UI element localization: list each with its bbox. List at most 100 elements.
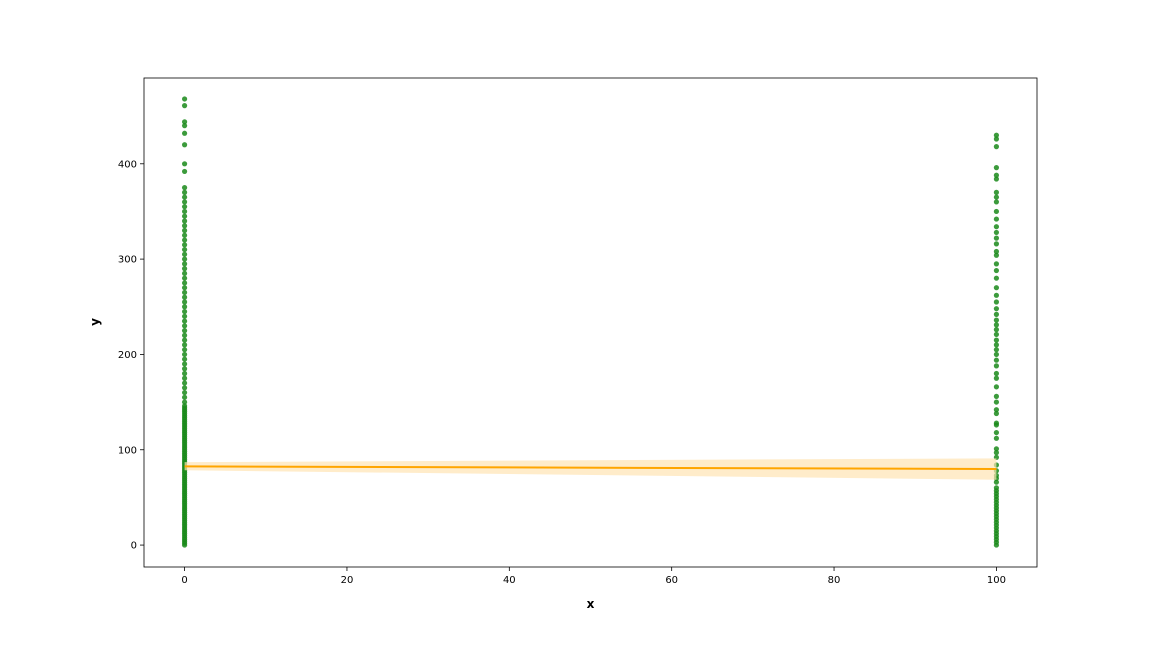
data-point <box>181 347 188 353</box>
x-tick-label: 40 <box>503 575 516 586</box>
data-point <box>993 136 1000 142</box>
data-point <box>181 342 188 348</box>
y-tick-label: 100 <box>118 445 137 456</box>
data-point <box>181 351 188 358</box>
data-point <box>993 351 1000 358</box>
data-point <box>993 229 1000 236</box>
data-point <box>181 242 188 248</box>
data-point <box>993 199 1000 205</box>
data-point <box>181 294 188 300</box>
data-point <box>993 399 1000 405</box>
data-point <box>993 337 1000 343</box>
data-point <box>181 246 188 253</box>
data-point <box>181 380 188 386</box>
data-point <box>993 317 1000 323</box>
data-point <box>993 446 1000 452</box>
data-point <box>993 393 1000 399</box>
data-point <box>181 119 188 125</box>
x-tick-label: 80 <box>828 575 841 586</box>
data-point <box>181 208 188 215</box>
data-point <box>993 208 1000 215</box>
data-point <box>993 132 1000 138</box>
data-point <box>181 280 188 286</box>
data-point <box>181 232 188 238</box>
data-point <box>181 103 188 109</box>
data-point <box>181 161 188 167</box>
data-point <box>993 311 1000 317</box>
data-point <box>993 306 1000 312</box>
data-point <box>181 266 188 272</box>
data-point <box>993 267 1000 274</box>
data-point <box>181 194 188 200</box>
data-point <box>993 248 1000 255</box>
data-point <box>181 332 188 338</box>
data-point <box>993 224 1000 230</box>
data-point <box>993 347 1000 353</box>
data-point <box>181 375 188 381</box>
data-point <box>181 385 188 391</box>
data-point <box>181 356 188 362</box>
data-point <box>181 213 188 219</box>
confidence-band <box>184 458 997 480</box>
data-point <box>181 96 188 102</box>
data-point <box>993 275 1000 281</box>
data-point <box>181 323 188 329</box>
x-tick-label: 60 <box>665 575 678 586</box>
data-point <box>993 384 1000 390</box>
y-tick-label: 400 <box>118 159 137 170</box>
data-point <box>993 375 1000 381</box>
data-point <box>181 399 188 405</box>
data-point <box>181 299 188 305</box>
data-point <box>181 308 188 315</box>
x-tick-label: 20 <box>341 575 354 586</box>
y-tick-label: 200 <box>118 350 137 361</box>
data-point <box>993 410 1000 417</box>
data-point <box>993 435 1000 441</box>
data-point <box>993 370 1000 377</box>
data-point <box>181 261 188 267</box>
data-point <box>181 130 188 136</box>
data-point <box>181 289 188 296</box>
data-point <box>181 389 188 396</box>
data-point <box>993 172 1000 178</box>
data-point <box>181 304 188 310</box>
data-point <box>993 235 1000 241</box>
data-point <box>993 322 1000 328</box>
data-point <box>993 420 1000 426</box>
data-point <box>181 256 188 262</box>
data-point <box>993 216 1000 222</box>
data-point <box>181 189 188 195</box>
data-point <box>181 168 188 175</box>
data-point <box>181 123 188 129</box>
y-tick-label: 0 <box>131 541 137 552</box>
data-point <box>993 407 1000 413</box>
data-point <box>993 327 1000 333</box>
data-point <box>993 285 1000 291</box>
data-point <box>993 485 1000 491</box>
data-point <box>181 370 188 377</box>
data-point <box>181 204 188 210</box>
data-point <box>181 251 188 257</box>
data-point <box>181 318 188 324</box>
data-point <box>181 275 188 281</box>
regression-line <box>184 465 997 471</box>
y-axis-label: y <box>88 318 102 326</box>
data-point <box>181 337 188 343</box>
y-tick-label: 300 <box>118 255 137 266</box>
data-point <box>993 450 1000 456</box>
x-tick-label: 100 <box>987 575 1006 586</box>
data-point <box>993 241 1000 247</box>
data-point <box>181 142 188 148</box>
data-point <box>181 313 188 319</box>
data-point <box>993 144 1000 150</box>
data-point <box>993 165 1000 171</box>
data-point <box>993 363 1000 369</box>
data-point <box>181 361 188 367</box>
x-axis-label: x <box>586 597 595 611</box>
data-point <box>993 479 1000 485</box>
data-point <box>993 342 1000 348</box>
data-point <box>993 299 1000 305</box>
data-point <box>181 285 188 291</box>
data-point <box>181 218 188 224</box>
